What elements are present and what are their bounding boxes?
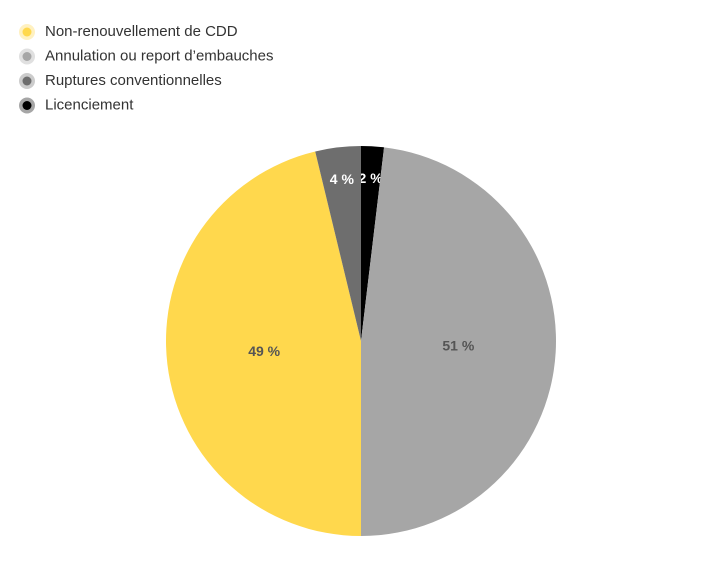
pie-slice <box>165 151 361 536</box>
legend-swatch <box>22 27 32 37</box>
legend-label: Non-renouvellement de CDD <box>45 23 238 40</box>
pie-slice <box>361 147 557 536</box>
value-label: 4 % <box>330 171 355 187</box>
legend-label: Ruptures conventionnelles <box>45 72 222 89</box>
legend-swatch <box>22 52 32 61</box>
legend-swatch <box>22 101 32 110</box>
legend-label: Licenciement <box>45 96 134 113</box>
pie-slice <box>315 146 361 341</box>
value-label: 49 % <box>248 343 280 359</box>
value-label: 2 % <box>359 170 384 186</box>
pie-slice <box>361 146 385 341</box>
value-label: 51 % <box>442 337 474 353</box>
legend-label: Annulation ou report d’embauches <box>45 47 274 64</box>
legend-swatch <box>22 76 32 86</box>
